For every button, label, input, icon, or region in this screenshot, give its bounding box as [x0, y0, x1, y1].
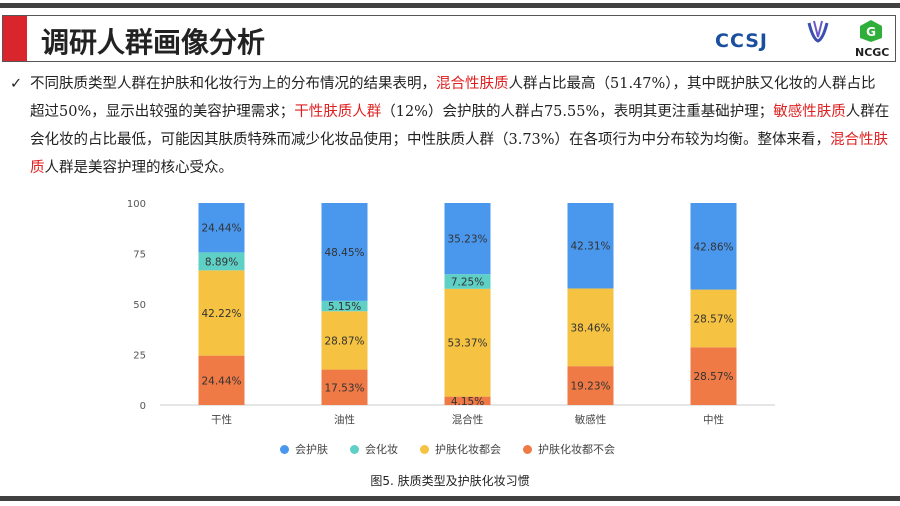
x-tick-label: 干性 — [211, 413, 232, 426]
data-label: 38.46% — [570, 322, 610, 334]
bar-segment — [321, 203, 368, 301]
competition-logo — [803, 19, 833, 59]
x-tick-label: 混合性 — [452, 413, 484, 426]
data-label: 48.45% — [324, 247, 364, 259]
data-label: 4.15% — [451, 396, 484, 408]
data-label: 42.86% — [693, 241, 733, 253]
legend-item: 会护肤 — [280, 441, 328, 457]
data-label: 42.31% — [570, 241, 610, 253]
bar-segment — [198, 252, 245, 271]
data-label: 7.25% — [451, 276, 484, 288]
bar-segment — [198, 270, 245, 356]
data-label: 5.15% — [328, 301, 361, 313]
chart-legend: 会护肤 会化妆 护肤化妆都会 护肤化妆都不会 — [280, 441, 615, 457]
bar-segment — [567, 288, 614, 367]
bar-segment — [321, 300, 368, 312]
bar-segment — [690, 203, 737, 290]
legend-label: 护肤化妆都会 — [435, 443, 501, 456]
data-label: 35.23% — [447, 234, 487, 246]
bar-segment — [198, 203, 245, 253]
bar-segment — [444, 274, 491, 289]
check-icon: ✓ — [10, 76, 23, 92]
summary-text-segment: 不同肤质类型人群在护肤和化妆行为上的分布情况的结果表明， — [30, 76, 436, 92]
highlight-text: 混合性肤质 — [30, 132, 889, 176]
bar-segment — [444, 396, 491, 405]
y-tick-label: 25 — [133, 351, 146, 362]
legend-marker-icon — [350, 445, 359, 454]
legend-label: 护肤化妆都不会 — [538, 443, 615, 456]
highlight-text: 干性肤质人群 — [294, 104, 382, 120]
data-label: 28.57% — [693, 313, 733, 325]
bar-segment — [690, 289, 737, 348]
summary-text-segment: 人群是美容护理的核心受众。 — [44, 160, 234, 176]
data-label: 28.87% — [324, 335, 364, 347]
x-tick-label: 敏感性 — [575, 413, 607, 426]
bar-segment — [198, 355, 245, 405]
data-label: 8.89% — [205, 256, 238, 268]
title-box: 调研人群画像分析 CCSJ G NCGC — [2, 15, 896, 62]
ncgc-logo: G NCGC — [855, 19, 890, 59]
bottom-bar — [0, 496, 900, 501]
data-label: 28.57% — [693, 371, 733, 383]
y-tick-label: 75 — [133, 250, 146, 261]
ccsj-logo: CCSJ — [715, 30, 768, 52]
data-label: 17.53% — [324, 382, 364, 394]
svg-text:G: G — [866, 25, 876, 39]
bar-segment — [321, 369, 368, 405]
top-bar — [0, 3, 900, 8]
data-label: 24.44% — [201, 223, 241, 235]
bar-segment — [567, 366, 614, 405]
legend-marker-icon — [523, 445, 532, 454]
page-title: 调研人群画像分析 — [41, 26, 266, 59]
bar-segment — [321, 311, 368, 370]
bar-segment — [444, 288, 491, 397]
legend-marker-icon — [420, 445, 429, 454]
bar-segment — [444, 203, 491, 275]
data-label: 24.44% — [201, 375, 241, 387]
legend-marker-icon — [280, 445, 289, 454]
ncgc-label: NCGC — [855, 46, 890, 59]
legend-label: 会化妆 — [365, 443, 398, 456]
highlight-text: 敏感性肤质 — [773, 104, 846, 120]
chart-caption: 图5. 肤质类型及护肤化妆习惯 — [370, 474, 530, 488]
legend-label: 会护肤 — [295, 443, 328, 456]
x-tick-label: 油性 — [334, 413, 355, 426]
data-label: 53.37% — [447, 338, 487, 350]
legend-item: 护肤化妆都会 — [420, 441, 501, 457]
bar-segment — [567, 203, 614, 289]
legend-item: 护肤化妆都不会 — [523, 441, 615, 457]
summary-text: ✓ 不同肤质类型人群在护肤和化妆行为上的分布情况的结果表明，混合性肤质人群占比最… — [10, 70, 890, 182]
summary-text-segment: 人群在会化妆的占比最低，可能因其肤质特殊而减少化妆品使用；中性肤质人群（3.73… — [30, 104, 890, 148]
legend-item: 会化妆 — [350, 441, 398, 457]
highlight-text: 混合性肤质 — [436, 76, 509, 92]
bar-segment — [690, 347, 737, 405]
y-tick-label: 50 — [133, 300, 146, 311]
data-label: 42.22% — [201, 308, 241, 320]
summary-text-segment: （12%）会护肤的人群占75.55%，表明其更注重基础护理； — [381, 104, 774, 120]
y-tick-label: 0 — [140, 401, 146, 412]
y-tick-label: 100 — [127, 199, 146, 210]
summary-paragraph: 不同肤质类型人群在护肤和化妆行为上的分布情况的结果表明，混合性肤质人群占比最高（… — [10, 70, 890, 182]
title-accent — [3, 16, 27, 61]
summary-text-segment: 人群占比最高（51.47%），其中既护肤又化妆的人群占比超过50%，显示出较强的… — [30, 76, 876, 120]
data-label: 19.23% — [570, 381, 610, 393]
x-tick-label: 中性 — [703, 413, 724, 426]
